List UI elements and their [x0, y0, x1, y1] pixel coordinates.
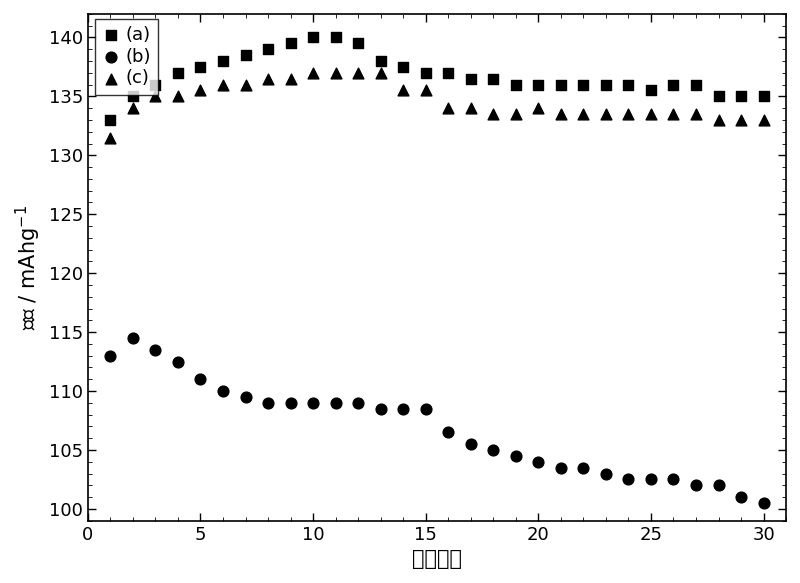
- (c): [239, 80, 252, 89]
- (c): [554, 110, 567, 119]
- (a): [645, 86, 658, 95]
- (a): [622, 80, 635, 89]
- (a): [374, 57, 387, 66]
- (b): [239, 392, 252, 402]
- (b): [149, 345, 162, 354]
- (a): [284, 38, 297, 48]
- (b): [352, 398, 365, 408]
- (a): [442, 68, 454, 78]
- (b): [442, 428, 454, 437]
- (b): [667, 475, 680, 484]
- (b): [330, 398, 342, 408]
- Y-axis label: 容量 / mAhg$^{-1}$: 容量 / mAhg$^{-1}$: [14, 205, 43, 330]
- (b): [622, 475, 635, 484]
- (a): [532, 80, 545, 89]
- (c): [330, 68, 342, 78]
- (b): [510, 451, 522, 461]
- (c): [306, 68, 319, 78]
- (c): [419, 86, 432, 95]
- (b): [262, 398, 274, 408]
- (a): [239, 51, 252, 60]
- (c): [374, 68, 387, 78]
- (b): [712, 480, 725, 490]
- (c): [599, 110, 612, 119]
- (a): [217, 57, 230, 66]
- (c): [757, 115, 770, 125]
- (a): [757, 92, 770, 101]
- X-axis label: 循环次数: 循环次数: [412, 549, 462, 569]
- (a): [149, 80, 162, 89]
- (a): [690, 80, 702, 89]
- (b): [171, 357, 184, 366]
- (b): [554, 463, 567, 472]
- (a): [599, 80, 612, 89]
- (c): [690, 110, 702, 119]
- (a): [330, 33, 342, 42]
- (c): [734, 115, 747, 125]
- (c): [284, 74, 297, 83]
- (b): [306, 398, 319, 408]
- (c): [194, 86, 207, 95]
- (b): [599, 469, 612, 478]
- (c): [171, 92, 184, 101]
- (a): [464, 74, 477, 83]
- (a): [667, 80, 680, 89]
- (c): [149, 92, 162, 101]
- (b): [104, 351, 117, 360]
- (c): [126, 104, 139, 113]
- (a): [554, 80, 567, 89]
- (c): [577, 110, 590, 119]
- (a): [734, 92, 747, 101]
- (a): [397, 62, 410, 72]
- (b): [397, 404, 410, 413]
- (b): [757, 498, 770, 508]
- (c): [352, 68, 365, 78]
- Legend: (a), (b), (c): (a), (b), (c): [95, 19, 158, 94]
- (a): [487, 74, 500, 83]
- (c): [622, 110, 635, 119]
- (b): [374, 404, 387, 413]
- (c): [262, 74, 274, 83]
- (c): [712, 115, 725, 125]
- (c): [667, 110, 680, 119]
- (b): [487, 445, 500, 455]
- (b): [577, 463, 590, 472]
- (a): [352, 38, 365, 48]
- (a): [194, 62, 207, 72]
- (b): [217, 387, 230, 396]
- (c): [532, 104, 545, 113]
- (c): [510, 110, 522, 119]
- (b): [126, 333, 139, 343]
- (a): [510, 80, 522, 89]
- (b): [734, 493, 747, 502]
- (c): [442, 104, 454, 113]
- (a): [577, 80, 590, 89]
- (c): [217, 80, 230, 89]
- (b): [419, 404, 432, 413]
- (b): [645, 475, 658, 484]
- (a): [306, 33, 319, 42]
- (b): [284, 398, 297, 408]
- (a): [104, 115, 117, 125]
- (b): [194, 375, 207, 384]
- (c): [645, 110, 658, 119]
- (a): [712, 92, 725, 101]
- (b): [532, 457, 545, 466]
- (c): [104, 133, 117, 142]
- (a): [262, 44, 274, 54]
- (a): [171, 68, 184, 78]
- (c): [397, 86, 410, 95]
- (c): [464, 104, 477, 113]
- (c): [487, 110, 500, 119]
- (b): [690, 480, 702, 490]
- (b): [464, 440, 477, 449]
- (a): [419, 68, 432, 78]
- (a): [126, 92, 139, 101]
